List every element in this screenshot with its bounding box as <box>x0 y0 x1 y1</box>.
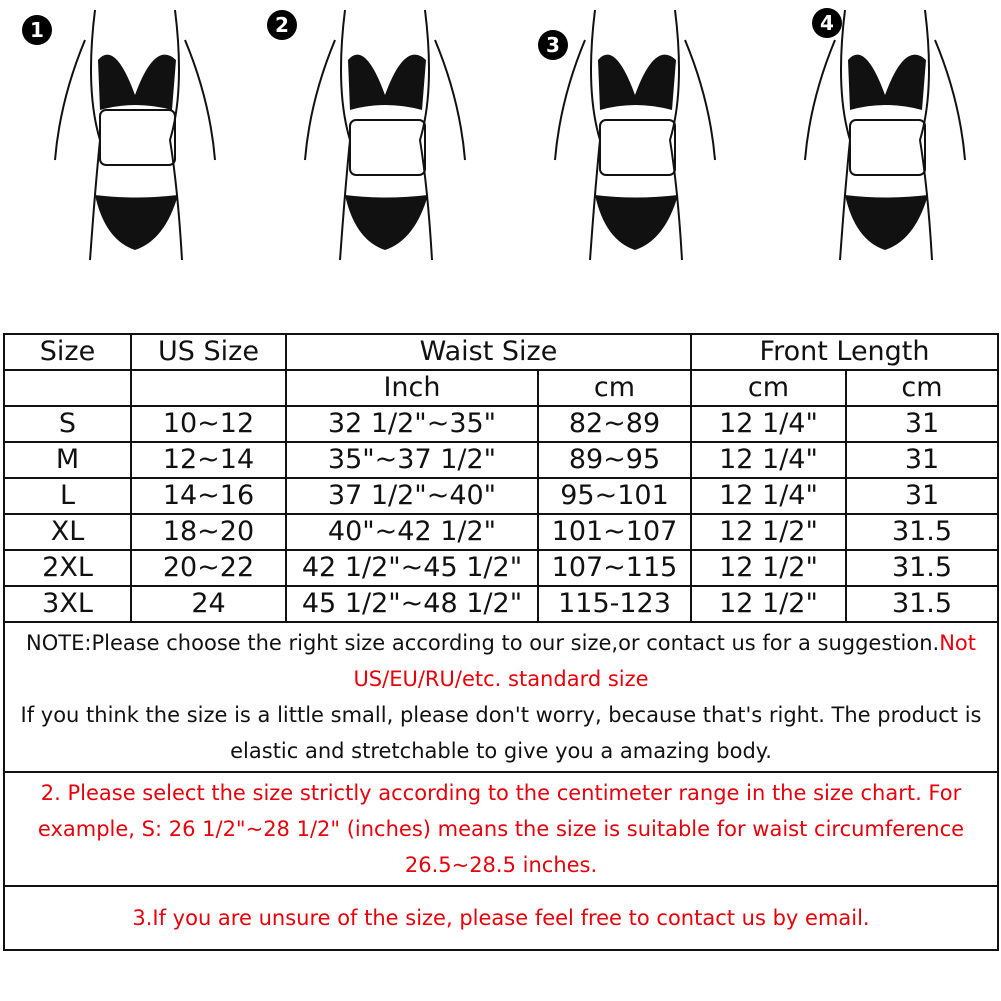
table-row: S 10~12 32 1/2"~35" 82~89 12 1/4" 31 <box>3 405 1000 443</box>
subheader: cm <box>690 369 847 407</box>
table-cell: 12 1/2" <box>690 513 847 551</box>
table-cell: 82~89 <box>537 405 692 443</box>
table-cell: 42 1/2"~45 1/2" <box>285 549 539 587</box>
subheader: Inch <box>285 369 539 407</box>
step-number: 2 <box>267 10 297 40</box>
step-number: 4 <box>812 8 842 38</box>
table-row: 2XL 20~22 42 1/2"~45 1/2" 107~115 12 1/2" 31.… <box>3 549 1000 587</box>
step-number: 1 <box>22 15 52 45</box>
table-cell: 12~14 <box>130 441 287 479</box>
size-table: Size US Size Waist Size Front Length Inc… <box>2 333 1000 951</box>
table-row: 3XL 24 45 1/2"~48 1/2" 115-123 12 1/2" 31.5 <box>3 585 1000 623</box>
figure-drawing <box>554 9 716 261</box>
table-cell: 18~20 <box>130 513 287 551</box>
table-cell: 24 <box>130 585 287 623</box>
table-cell: 107~115 <box>537 549 692 587</box>
note-text: NOTE:Please choose the right size accord… <box>26 631 940 655</box>
table-row: M 12~14 35"~37 1/2" 89~95 12 1/4" 31 <box>3 441 1000 479</box>
step-number: 3 <box>538 30 568 60</box>
step-illustration: 3 <box>500 0 750 280</box>
table-cell: M <box>3 441 132 479</box>
header-row: Size US Size Waist Size Front Length <box>3 333 1000 371</box>
table-cell: 31.5 <box>844 513 1000 551</box>
table-cell: 12 1/2" <box>690 549 847 587</box>
table-cell: 12 1/4" <box>690 405 847 443</box>
subheader: cm <box>537 369 692 407</box>
header-size: Size <box>3 333 132 371</box>
table-cell: 31 <box>844 441 1000 479</box>
table-row: XL 18~20 40"~42 1/2" 101~107 12 1/2" 31.5 <box>3 513 1000 551</box>
table-cell: 115-123 <box>537 585 692 623</box>
table-cell: L <box>3 477 132 515</box>
table-cell: 3XL <box>3 585 132 623</box>
note-1: NOTE:Please choose the right size accord… <box>2 621 1000 773</box>
table-cell: 35"~37 1/2" <box>285 441 539 479</box>
table-cell: 14~16 <box>130 477 287 515</box>
table-cell: S <box>3 405 132 443</box>
table-cell: 2XL <box>3 549 132 587</box>
figure-drawing <box>304 9 466 261</box>
header-us-size: US Size <box>130 333 287 371</box>
table-cell: 10~12 <box>130 405 287 443</box>
step-illustration: 2 <box>250 0 500 280</box>
table-cell: 12 1/2" <box>690 585 847 623</box>
table-cell: 40"~42 1/2" <box>285 513 539 551</box>
note-2: 2. Please select the size strictly accor… <box>2 771 1000 887</box>
table-cell: XL <box>3 513 132 551</box>
header-waist: Waist Size <box>285 333 692 371</box>
subheader-row: Inch cm cm cm <box>3 369 1000 407</box>
table-cell: 31 <box>844 477 1000 515</box>
table-cell: 31.5 <box>844 549 1000 587</box>
table-cell: 12 1/4" <box>690 441 847 479</box>
subheader: cm <box>844 369 1000 407</box>
table-cell: 32 1/2"~35" <box>285 405 539 443</box>
table-cell: 31 <box>844 405 1000 443</box>
table-cell: 12 1/4" <box>690 477 847 515</box>
subheader <box>3 369 132 407</box>
note-warning: Not US/EU/RU/etc. standard size <box>353 631 976 691</box>
table-row: L 14~16 37 1/2"~40" 95~101 12 1/4" 31 <box>3 477 1000 515</box>
table-cell: 89~95 <box>537 441 692 479</box>
note-text-2: If you think the size is a little small,… <box>20 703 982 763</box>
figure-drawing <box>804 9 966 261</box>
subheader <box>130 369 287 407</box>
table-cell: 20~22 <box>130 549 287 587</box>
table-cell: 37 1/2"~40" <box>285 477 539 515</box>
step-illustration: 4 <box>750 0 1000 280</box>
table-cell: 101~107 <box>537 513 692 551</box>
table-cell: 31.5 <box>844 585 1000 623</box>
note-3: 3.If you are unsure of the size, please … <box>2 885 1000 951</box>
figure-drawing <box>54 9 216 261</box>
header-front-length: Front Length <box>689 333 1000 371</box>
table-cell: 95~101 <box>537 477 692 515</box>
step-illustration: 1 <box>0 0 250 280</box>
table-cell: 45 1/2"~48 1/2" <box>285 585 539 623</box>
